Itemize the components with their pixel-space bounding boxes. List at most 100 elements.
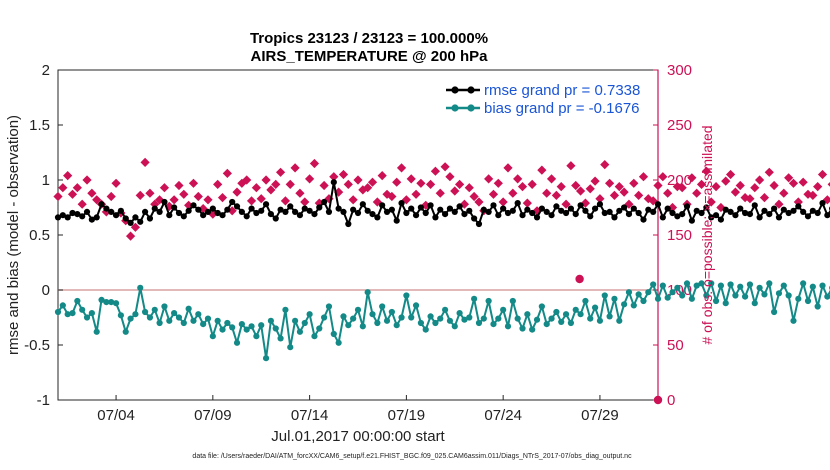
rmse-point [548,212,555,219]
obs-point [464,183,474,193]
bias-point [674,284,681,291]
rmse-point [117,207,125,214]
obs-point [658,172,668,182]
rmse-point [698,209,705,217]
bias-point [461,316,468,323]
obs-point [798,177,808,187]
rmse-point [441,211,449,218]
bias-point [741,293,749,300]
bias-point [727,281,734,288]
rmse-point [553,203,560,210]
rmse-point [166,212,173,219]
bias-point [112,300,120,307]
obs-point [774,199,784,209]
rmse-point [383,208,391,215]
rmse-point [296,212,304,219]
bias-point [529,326,536,333]
obs-point [242,175,252,185]
bias-point [480,315,487,322]
bias-point [248,323,255,330]
rmse-point [175,209,183,217]
obs-point [135,190,145,200]
obs-point [256,194,266,204]
bias-point [485,297,492,305]
obs-point [711,182,721,192]
obs-point [474,197,484,207]
obs-point [537,165,547,175]
bias-point [562,311,570,318]
rmse-point [809,207,816,214]
y-right-tick-label: 150 [667,227,692,244]
rmse-point [398,200,405,207]
rmse-point [688,217,695,224]
bias-point [591,304,599,311]
bias-point [103,299,110,306]
obs-point [125,231,136,241]
bias-point [650,281,657,288]
y-tick-label: -1 [37,392,50,409]
rmse-point [156,208,163,215]
rmse-point [587,213,594,220]
rmse-point [790,207,797,214]
bias-point [243,326,250,333]
rmse-point [311,211,318,218]
rmse-point [800,208,807,215]
obs-point [484,174,494,184]
rmse-point [693,207,700,214]
bias-point [408,314,415,321]
rmse-point [151,205,158,212]
rmse-point [422,209,429,217]
rmse-point [621,204,628,211]
x-tick-label: 07/24 [484,407,522,424]
rmse-point [591,205,599,212]
rmse-point [766,211,773,218]
bias-point [98,296,105,303]
rmse-point [558,207,565,214]
bias-point [606,313,613,320]
obs-point [450,186,460,196]
bias-point [238,321,245,328]
rmse-point [374,214,381,221]
obs-point [527,179,537,189]
bias-point [311,333,318,340]
bias-point [809,283,816,290]
obs-point [546,174,557,184]
bias-point [229,324,236,331]
rmse-point [683,203,691,210]
rmse-point [291,208,299,215]
rmse-point [785,209,792,217]
bias-point [64,311,71,318]
obs-point [295,188,305,198]
obs-point [314,198,324,208]
rmse-point [625,211,633,218]
obs-point [382,189,392,199]
rmse-point [209,205,216,212]
obs-point [687,173,697,183]
bias-point [635,291,642,298]
rmse-point [185,207,192,214]
obs-point [251,183,261,193]
rmse-point [722,206,729,213]
y-tick-label: 0 [42,282,50,299]
rmse-point [64,214,71,221]
obs-point [92,195,102,205]
bias-point [524,311,531,318]
rmse-point [562,209,570,217]
chart-title: Tropics 23123 / 23123 = 100.000% [250,30,488,47]
obs-point [445,172,455,182]
bias-point [693,282,700,289]
rmse-point [461,211,468,218]
bias-point [350,315,357,322]
rmse-point [480,206,487,213]
rmse-point [161,198,168,206]
rmse-point [659,214,666,221]
obs-point [566,161,576,171]
rmse-point [98,201,105,208]
bias-point [664,294,671,301]
rmse-point [596,201,604,208]
rmse-point [717,216,725,223]
obs-point [735,180,745,191]
obs-point [517,182,528,192]
obs-point [755,175,765,185]
rmse-point [267,211,275,218]
